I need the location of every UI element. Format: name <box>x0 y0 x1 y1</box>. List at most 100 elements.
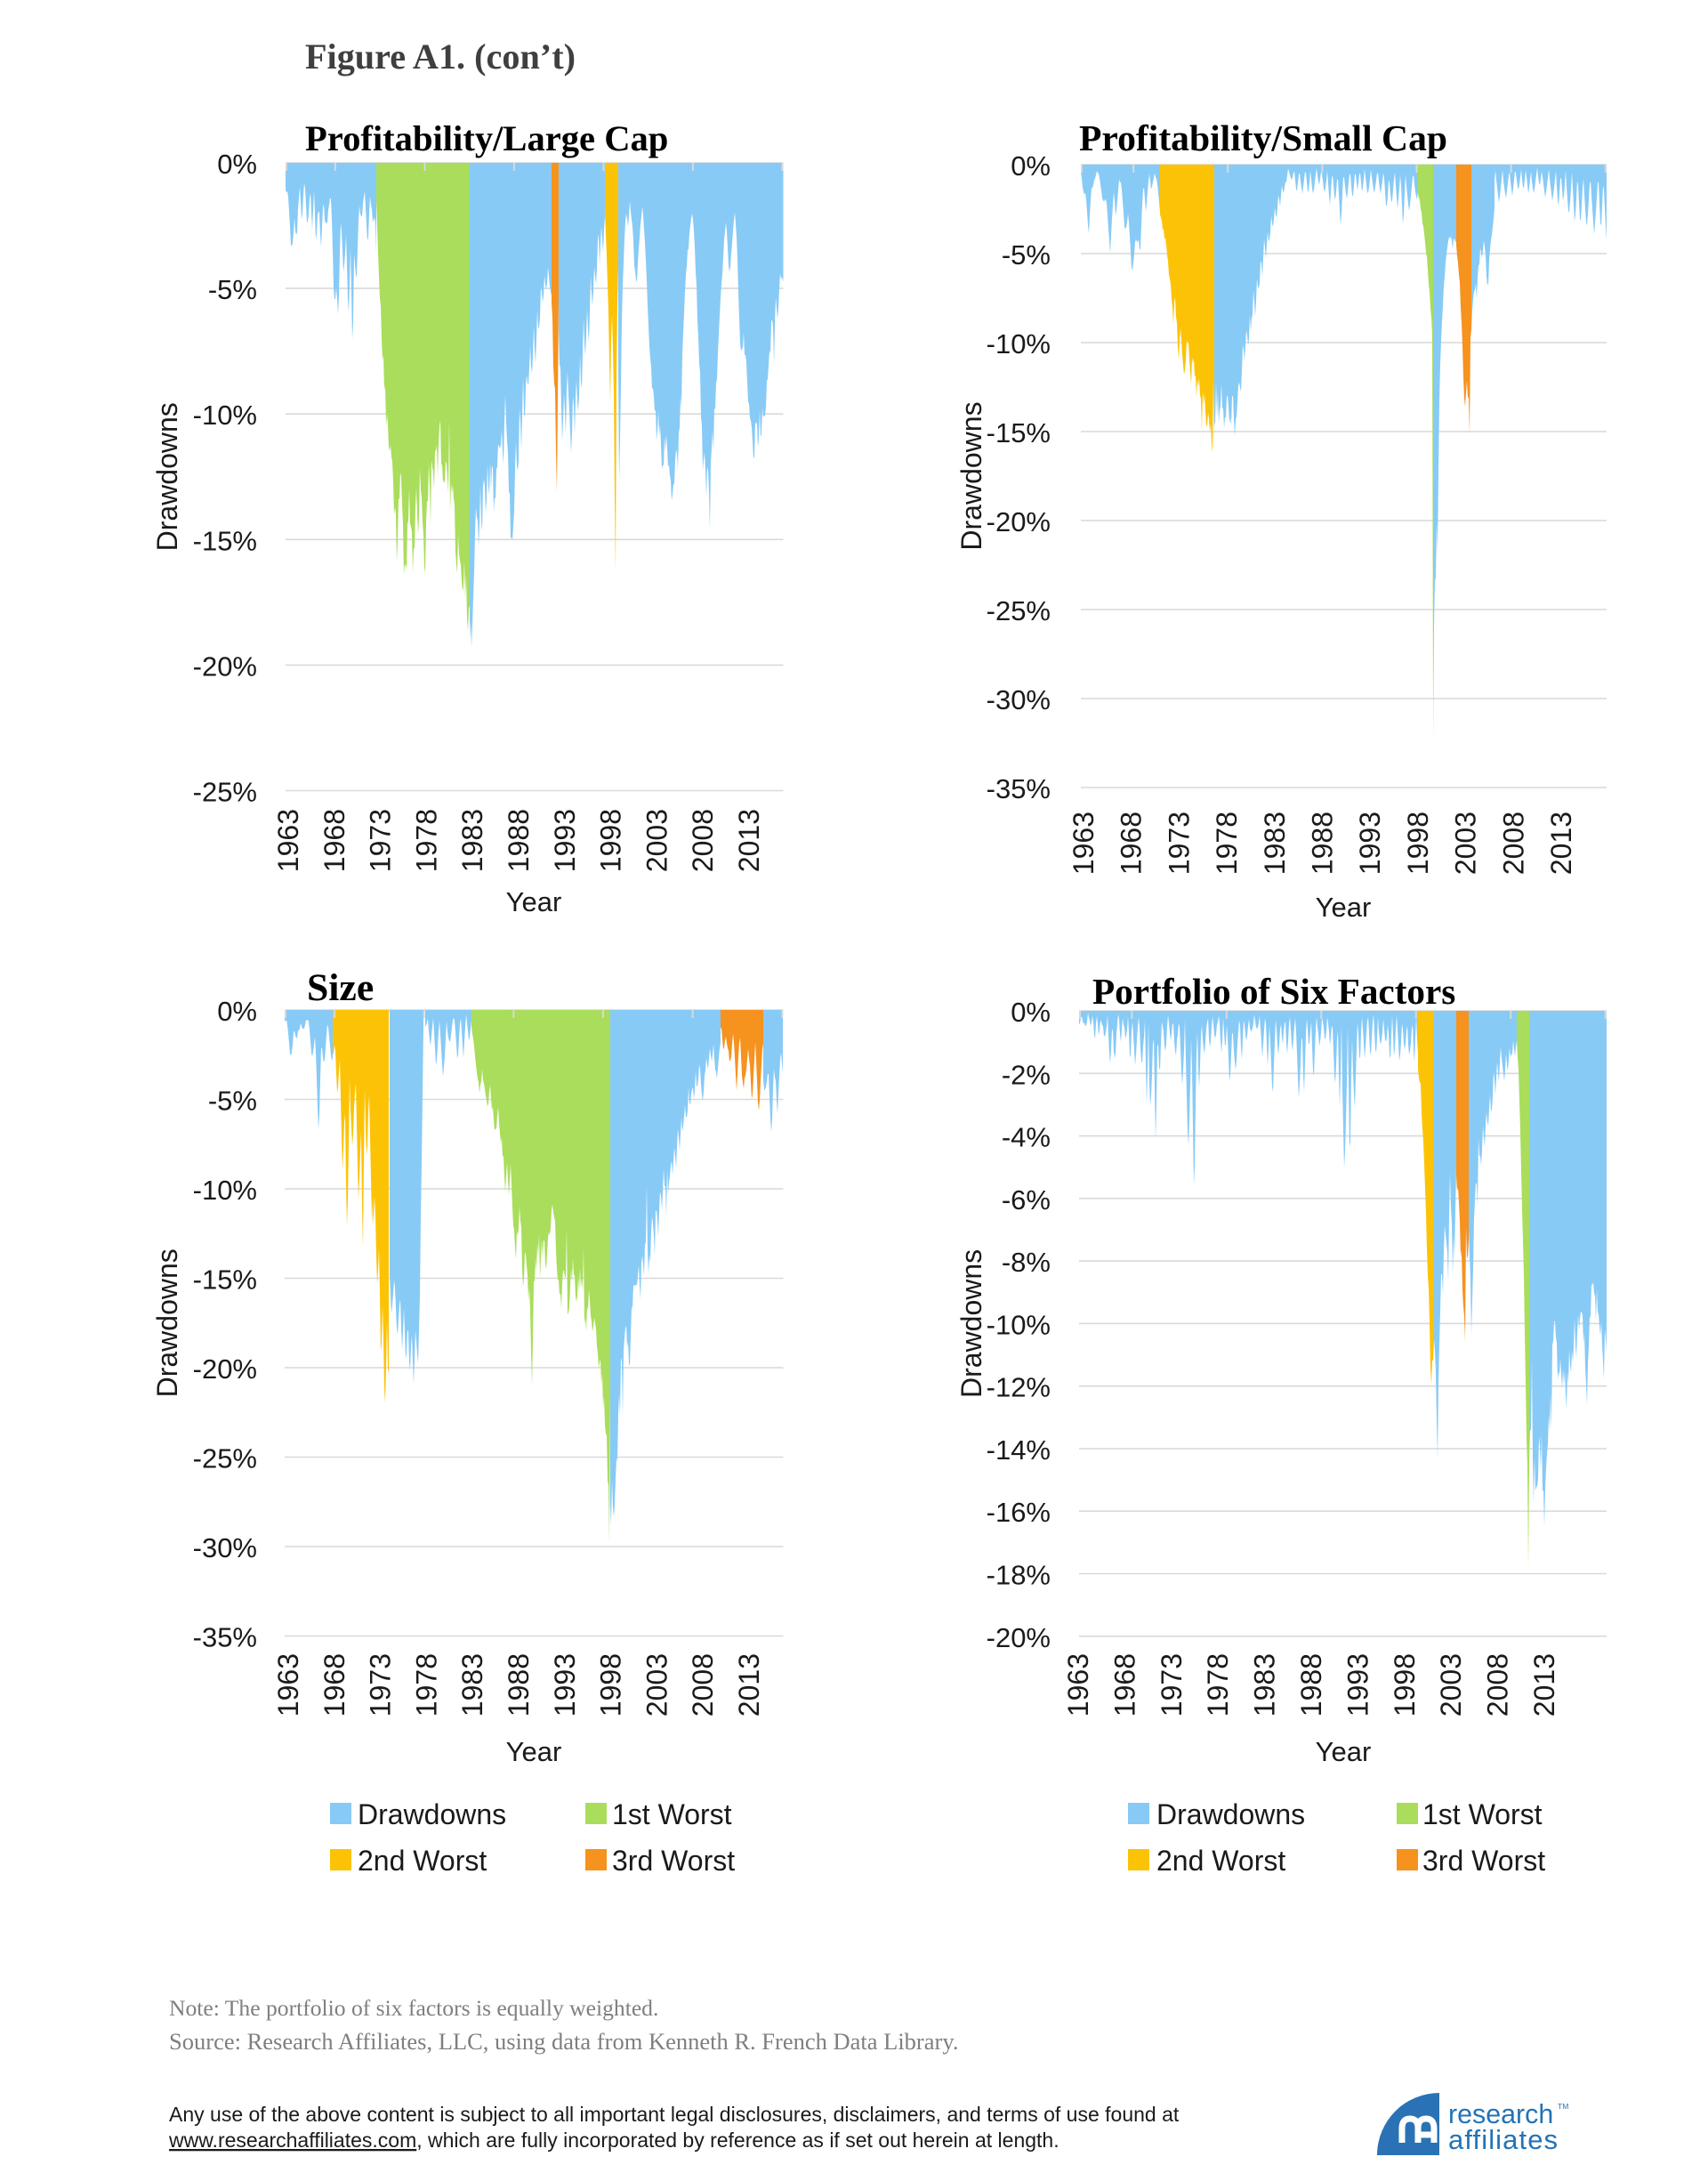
svg-text:2003: 2003 <box>640 1653 673 1717</box>
svg-text:2008: 2008 <box>687 809 719 872</box>
svg-text:Drawdowns: Drawdowns <box>955 1249 987 1398</box>
svg-text:2nd Worst: 2nd Worst <box>358 1845 487 1877</box>
svg-text:1963: 1963 <box>272 1653 304 1717</box>
svg-text:1968: 1968 <box>1116 812 1148 875</box>
svg-text:-6%: -6% <box>1002 1184 1051 1216</box>
svg-text:-20%: -20% <box>193 650 257 682</box>
svg-text:-10%: -10% <box>193 400 257 431</box>
svg-text:-10%: -10% <box>987 1309 1051 1340</box>
svg-text:1988: 1988 <box>503 809 535 872</box>
svg-text:-25%: -25% <box>193 1443 257 1474</box>
svg-text:2013: 2013 <box>733 1653 765 1717</box>
svg-text:2013: 2013 <box>733 809 765 872</box>
svg-text:2013: 2013 <box>1528 1653 1560 1717</box>
svg-text:1968: 1968 <box>1108 1653 1140 1717</box>
svg-text:1988: 1988 <box>1295 1653 1327 1717</box>
svg-text:2008: 2008 <box>1497 812 1529 875</box>
svg-text:Drawdowns: Drawdowns <box>151 402 183 551</box>
svg-text:2nd Worst: 2nd Worst <box>1156 1845 1285 1877</box>
svg-text:-10%: -10% <box>193 1175 257 1206</box>
svg-text:Figure A1. (con’t): Figure A1. (con’t) <box>305 36 576 77</box>
svg-text:-12%: -12% <box>987 1372 1051 1403</box>
svg-text:1978: 1978 <box>410 809 442 872</box>
svg-text:1968: 1968 <box>318 809 350 872</box>
svg-text:-25%: -25% <box>987 595 1051 626</box>
svg-text:1973: 1973 <box>365 1653 397 1717</box>
svg-text:-25%: -25% <box>193 777 257 808</box>
svg-text:1978: 1978 <box>410 1653 442 1717</box>
svg-text:www.researchaffiliates.com, wh: www.researchaffiliates.com, which are fu… <box>168 2128 1059 2152</box>
svg-text:1963: 1963 <box>272 809 304 872</box>
svg-text:1968: 1968 <box>318 1653 350 1717</box>
svg-text:-20%: -20% <box>987 506 1051 537</box>
svg-text:-5%: -5% <box>208 274 257 305</box>
svg-text:-30%: -30% <box>193 1532 257 1563</box>
svg-text:-4%: -4% <box>1002 1122 1051 1153</box>
svg-text:1993: 1993 <box>549 809 581 872</box>
svg-text:1988: 1988 <box>503 1653 535 1717</box>
svg-text:1973: 1973 <box>1156 1653 1188 1717</box>
svg-text:Drawdowns: Drawdowns <box>358 1798 506 1830</box>
svg-text:0%: 0% <box>217 149 257 180</box>
svg-text:1983: 1983 <box>1259 812 1291 875</box>
svg-text:Drawdowns: Drawdowns <box>955 401 987 550</box>
svg-text:-5%: -5% <box>208 1086 257 1117</box>
svg-text:3rd Worst: 3rd Worst <box>1422 1845 1545 1877</box>
svg-text:Portfolio of Six Factors: Portfolio of Six Factors <box>1092 971 1455 1012</box>
svg-text:1983: 1983 <box>456 809 488 872</box>
svg-text:1993: 1993 <box>549 1653 581 1717</box>
svg-text:Year: Year <box>506 1736 562 1767</box>
svg-text:-20%: -20% <box>193 1353 257 1385</box>
svg-text:1978: 1978 <box>1211 812 1243 875</box>
svg-text:Note: The portfolio of six fac: Note: The portfolio of six factors is eq… <box>169 1995 658 2021</box>
svg-text:-15%: -15% <box>193 525 257 556</box>
svg-text:-5%: -5% <box>1002 239 1051 271</box>
svg-text:1st Worst: 1st Worst <box>612 1798 732 1830</box>
svg-text:1st Worst: 1st Worst <box>1422 1798 1543 1830</box>
svg-text:-20%: -20% <box>987 1622 1051 1653</box>
svg-text:Profitability/Large Cap: Profitability/Large Cap <box>305 118 668 158</box>
svg-text:1978: 1978 <box>1202 1653 1234 1717</box>
svg-text:-8%: -8% <box>1002 1247 1051 1278</box>
svg-text:-35%: -35% <box>193 1622 257 1653</box>
svg-text:1993: 1993 <box>1341 1653 1374 1717</box>
svg-text:Year: Year <box>506 886 562 917</box>
svg-text:2008: 2008 <box>1482 1653 1514 1717</box>
svg-text:2003: 2003 <box>640 809 673 872</box>
svg-text:-10%: -10% <box>987 328 1051 359</box>
svg-text:Drawdowns: Drawdowns <box>1156 1798 1305 1830</box>
svg-text:TM: TM <box>1558 2102 1568 2111</box>
svg-text:0%: 0% <box>1011 997 1051 1028</box>
svg-text:-35%: -35% <box>987 773 1051 804</box>
svg-text:1993: 1993 <box>1354 812 1386 875</box>
svg-text:affiliates: affiliates <box>1448 2124 1559 2155</box>
svg-text:1983: 1983 <box>456 1653 488 1717</box>
svg-text:1998: 1998 <box>1402 812 1434 875</box>
svg-text:Year: Year <box>1316 1736 1372 1767</box>
svg-text:Profitability/Small Cap: Profitability/Small Cap <box>1079 117 1447 158</box>
svg-text:1998: 1998 <box>595 1653 627 1717</box>
svg-text:-2%: -2% <box>1002 1059 1051 1090</box>
svg-text:Drawdowns: Drawdowns <box>151 1248 183 1397</box>
svg-text:1973: 1973 <box>365 809 397 872</box>
svg-text:2008: 2008 <box>687 1653 719 1717</box>
svg-text:1963: 1963 <box>1062 1653 1094 1717</box>
svg-text:1988: 1988 <box>1307 812 1339 875</box>
svg-text:Size: Size <box>307 966 374 1009</box>
svg-text:Any use of the above content i: Any use of the above content is subject … <box>169 2103 1180 2126</box>
svg-text:-16%: -16% <box>987 1497 1051 1528</box>
svg-text:1998: 1998 <box>595 809 627 872</box>
svg-text:-15%: -15% <box>193 1264 257 1296</box>
svg-text:research: research <box>1448 2099 1553 2129</box>
svg-text:2003: 2003 <box>1450 812 1482 875</box>
svg-text:1963: 1963 <box>1068 812 1100 875</box>
svg-text:Source: Research Affiliates, L: Source: Research Affiliates, LLC, using … <box>169 2028 959 2055</box>
svg-text:Year: Year <box>1316 892 1372 923</box>
svg-text:1998: 1998 <box>1389 1653 1421 1717</box>
svg-text:2003: 2003 <box>1435 1653 1467 1717</box>
svg-text:2013: 2013 <box>1545 812 1577 875</box>
svg-text:1983: 1983 <box>1249 1653 1281 1717</box>
svg-text:-14%: -14% <box>987 1434 1051 1466</box>
svg-text:0%: 0% <box>1011 150 1051 182</box>
svg-text:-18%: -18% <box>987 1560 1051 1591</box>
